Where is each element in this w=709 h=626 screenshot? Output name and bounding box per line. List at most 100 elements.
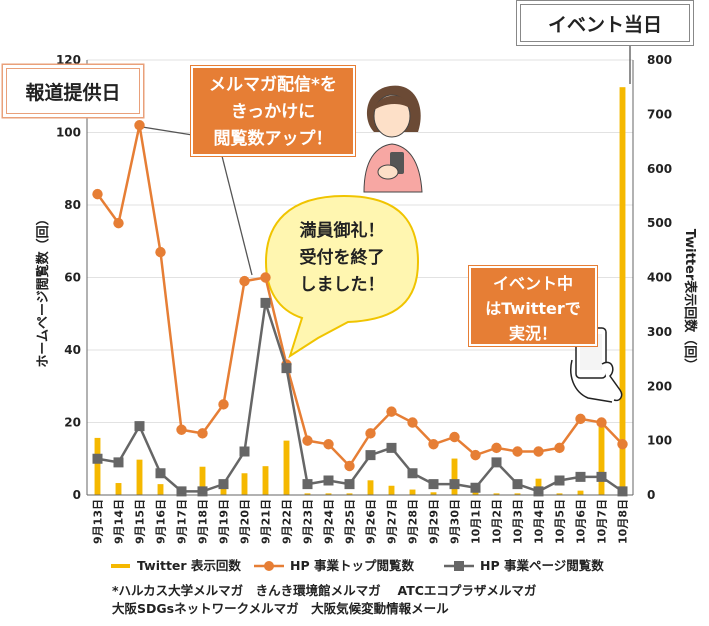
mailmag-connector-2: [221, 155, 253, 276]
point-hp-page-26: [617, 486, 628, 497]
y-right-axis-label: Twitter表示回数（回）: [682, 229, 698, 372]
speech-bubble: [264, 194, 420, 359]
point-hp-page-10: [281, 363, 292, 374]
bar-twitter-21: [514, 493, 521, 495]
x-tick-label: 9月16日: [155, 499, 168, 544]
point-hp-page-24: [575, 471, 586, 482]
x-tick-label: 9月28日: [407, 499, 420, 544]
bar-twitter-17: [430, 492, 437, 495]
live-line-1: イベント中: [492, 274, 573, 293]
point-hp-page-22: [533, 486, 544, 497]
point-hp-top-19: [470, 449, 481, 461]
x-tick-label: 10月6日: [575, 499, 588, 544]
bar-twitter-16: [409, 489, 416, 495]
point-hp-top-18: [449, 431, 460, 443]
x-tick-label: 10月2日: [491, 499, 504, 544]
x-tick-label: 9月15日: [134, 499, 147, 544]
x-tick-label: 9月17日: [176, 499, 189, 544]
point-hp-page-16: [407, 468, 418, 479]
x-tick-label: 10月3日: [512, 499, 525, 544]
point-hp-page-3: [134, 421, 145, 432]
point-hp-page-17: [428, 479, 439, 490]
speech-bubble-shape: [264, 194, 420, 359]
x-tick-label: 9月27日: [386, 499, 399, 544]
live-report-callout: イベント中 はTwitterで 実況！: [468, 265, 598, 347]
point-hp-page-7: [218, 479, 229, 490]
point-hp-top-26: [617, 439, 628, 450]
legend-marker-hp-top: [264, 561, 274, 571]
y-left-tick-label: 80: [64, 198, 81, 212]
point-hp-top-8: [239, 275, 250, 287]
y-left-tick-label: 60: [64, 271, 81, 285]
full-line-1: 満員御礼！: [299, 221, 385, 241]
x-tick-label: 9月22日: [281, 499, 294, 544]
legend: Twitter 表示回数 HP 事業トップ閲覧数 HP 事業ページ閲覧数: [111, 558, 604, 573]
bar-twitter-1: [94, 437, 101, 495]
point-hp-page-15: [386, 442, 397, 453]
point-hp-top-16: [407, 417, 418, 428]
point-hp-page-19: [470, 482, 481, 493]
y-left-tick-label: 40: [64, 343, 81, 357]
x-tick-label: 10月5日: [554, 499, 567, 544]
footnote-line-2: 大阪SDGsネットワークメルマガ 大阪気候変動情報メール: [112, 601, 449, 616]
point-hp-page-21: [512, 479, 523, 490]
point-hp-page-12: [323, 475, 334, 486]
full-capacity-text: 満員御礼！ 受付を終了 しました！: [282, 218, 402, 299]
bar-twitter-2: [115, 483, 122, 495]
point-hp-page-5: [176, 486, 187, 497]
x-tick-label: 9月13日: [92, 499, 105, 544]
point-hp-page-11: [302, 479, 313, 490]
bar-twitter-7: [220, 486, 227, 495]
point-hp-page-20: [491, 457, 502, 468]
y-left-tick-label: 100: [56, 126, 81, 140]
point-hp-top-2: [113, 217, 124, 229]
live-line-2: はTwitterで: [485, 299, 581, 318]
y-left-tick-label: 120: [56, 53, 81, 67]
bar-twitter-23: [556, 493, 563, 495]
y-right-tick-label: 100: [647, 434, 672, 448]
bar-twitter-9: [262, 466, 269, 495]
bar-twitter-15: [388, 485, 395, 495]
legend-label-hp-page: HP 事業ページ閲覧数: [480, 558, 604, 573]
point-hp-top-6: [197, 428, 208, 439]
live-line-3: 実況！: [508, 324, 557, 343]
point-hp-page-6: [197, 486, 208, 497]
legend-label-twitter: Twitter 表示回数: [137, 558, 241, 573]
y-right-tick-label: 200: [647, 379, 672, 393]
x-tick-label: 10月1日: [470, 499, 483, 544]
legend-swatch-twitter: [111, 564, 130, 568]
bar-twitter-11: [304, 493, 311, 495]
y-left-tick-label: 0: [73, 488, 81, 502]
point-hp-page-23: [554, 475, 565, 486]
x-tick-label: 9月14日: [113, 499, 126, 544]
y-right-tick-label: 0: [647, 488, 655, 502]
x-tick-labels: 9月13日 9月14日 9月15日 9月16日 9月17日 9月18日 9月19日 9月20日…: [92, 499, 630, 544]
point-hp-top-24: [575, 413, 586, 425]
point-hp-top-13: [344, 460, 355, 472]
point-hp-top-12: [323, 439, 334, 450]
point-hp-page-25: [596, 471, 607, 482]
mailmag-line-1: メルマガ配信*を: [209, 75, 337, 95]
y-right-tick-label: 600: [647, 162, 672, 176]
legend-label-hp-top: HP 事業トップ閲覧数: [290, 558, 414, 573]
x-tick-label: 9月25日: [344, 499, 357, 544]
x-tick-label: 9月21日: [260, 499, 273, 544]
x-tick-label: 9月29日: [428, 499, 441, 544]
point-hp-top-25: [596, 417, 607, 428]
bar-twitter-13: [346, 493, 353, 495]
y-right-tick-label: 800: [647, 53, 672, 67]
bar-twitter-20: [493, 493, 500, 495]
point-hp-top-22: [533, 446, 544, 457]
point-hp-top-11: [302, 435, 313, 446]
bar-twitter-6: [199, 466, 206, 495]
mailmag-line-3: 閲覧数アップ！: [213, 129, 333, 149]
point-hp-page-9: [260, 297, 271, 308]
bar-twitter-12: [325, 493, 332, 495]
bar-twitter-10: [283, 440, 290, 495]
x-tick-label: 9月18日: [197, 499, 210, 544]
point-hp-top-3: [134, 120, 145, 131]
bar-twitter-14: [367, 480, 374, 495]
point-hp-top-21: [512, 446, 523, 457]
mailmag-callout: メルマガ配信*を きっかけに 閲覧数アップ！: [190, 65, 356, 157]
y-left-axis-label: ホームページ閲覧数（回）: [35, 212, 51, 367]
